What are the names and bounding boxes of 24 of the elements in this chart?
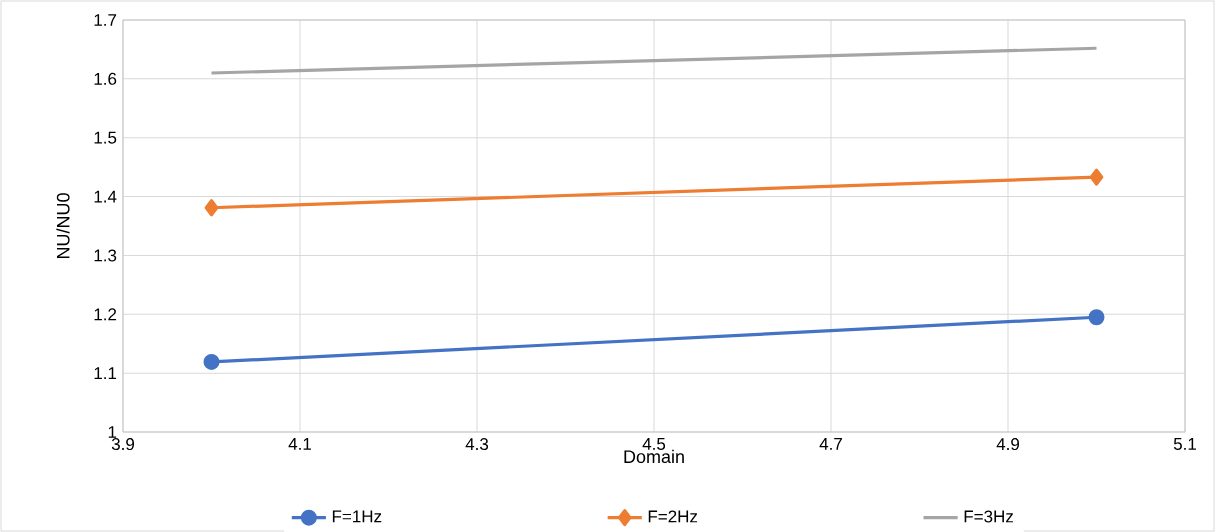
x-tick-label: 4.5 [642,438,666,450]
y-tick-label: 1.3 [94,249,117,262]
y-axis-title: NU/NU0 [56,193,70,259]
point [204,199,219,217]
x-tick-label: 4.7 [819,438,842,450]
x-tick-label: 4.3 [465,438,489,451]
legend-label: F=1Hz [332,510,382,523]
x-tick-label: 4.1 [288,438,311,450]
y-tick-label: 1.5 [94,131,117,144]
point [203,353,220,370]
x-tick-label: 5.1 [1173,438,1196,450]
y-tick-label: 1 [108,426,117,438]
x-tick-label: 4.9 [996,438,1020,451]
point [1089,168,1104,186]
x-axis-title: Domain [624,449,684,464]
y-tick-label: 1.2 [94,308,117,321]
legend-label: F=2Hz [648,510,698,523]
x-tick-label: 3.9 [111,438,135,451]
y-tick-label: 1.7 [94,14,117,26]
legend-label: F=3Hz [964,510,1013,523]
y-tick-label: 1.4 [94,190,117,203]
point [1088,309,1105,326]
y-tick-label: 1.1 [94,367,117,379]
y-tick-label: 1.6 [94,72,117,85]
